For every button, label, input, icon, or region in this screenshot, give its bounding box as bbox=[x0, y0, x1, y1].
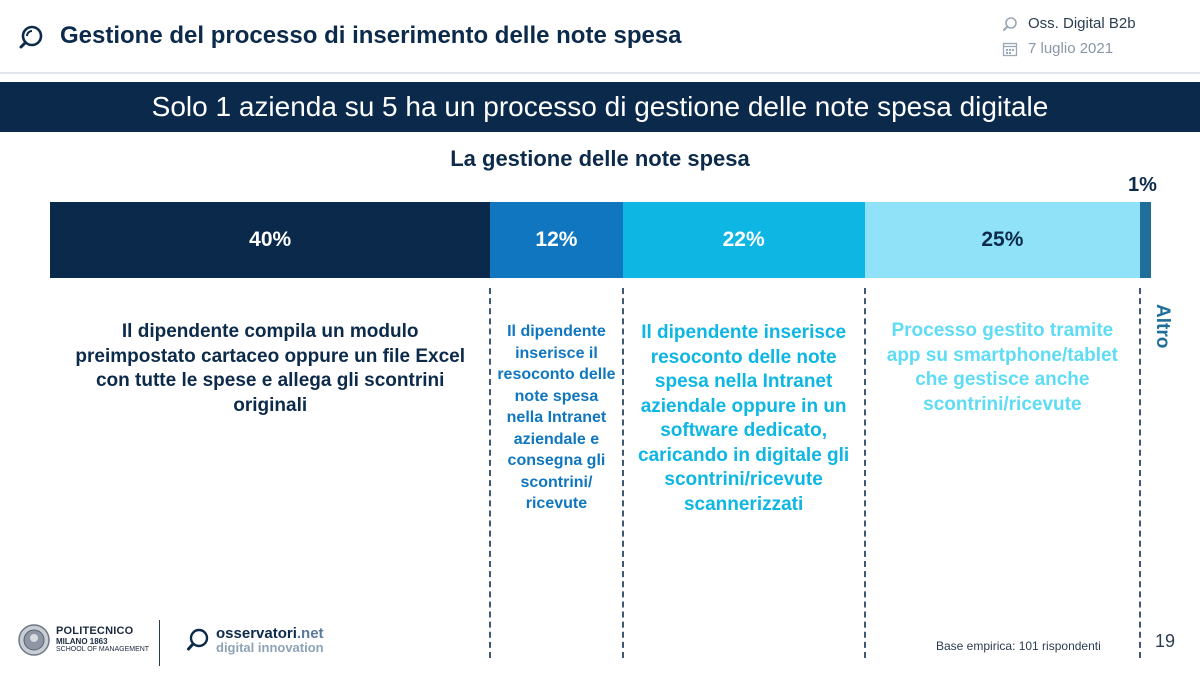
source-row: Oss. Digital B2b bbox=[1002, 15, 1136, 32]
osservatori-tagline: digital innovation bbox=[216, 640, 324, 655]
politecnico-city: MILANO 1863 bbox=[56, 636, 108, 646]
segment-divider-4 bbox=[1138, 288, 1141, 658]
category-description-2: Il dipendente inserisce resoconto delle … bbox=[638, 322, 850, 515]
calendar-icon bbox=[1002, 42, 1018, 56]
bar-segment-0 bbox=[50, 202, 491, 278]
bar-value-label-2: 22% bbox=[722, 228, 765, 251]
magnifier-logo-icon bbox=[19, 25, 43, 49]
bar-segment-3 bbox=[864, 202, 1140, 278]
page-number: 19 bbox=[1155, 631, 1176, 651]
category-description-3: Processo gestito tramite app su smartpho… bbox=[886, 320, 1118, 415]
segment-divider-2 bbox=[621, 288, 624, 658]
category-description-0: Il dipendente compila un modulo preimpos… bbox=[75, 321, 465, 416]
source-label: Oss. Digital B2b bbox=[1028, 15, 1136, 32]
date-row: 7 luglio 2021 bbox=[1002, 40, 1113, 57]
politecnico-name: POLITECNICO bbox=[56, 625, 134, 638]
bar-value-label-1: 12% bbox=[535, 228, 578, 251]
politecnico-school: SCHOOL OF MANAGEMENT bbox=[56, 646, 150, 654]
date-label: 7 luglio 2021 bbox=[1028, 40, 1114, 57]
politecnico-seal-icon bbox=[18, 624, 50, 656]
osservatori-magnifier-icon bbox=[187, 628, 209, 651]
bar-value-label-3: 25% bbox=[981, 228, 1024, 251]
bar-segment-4 bbox=[1139, 202, 1151, 278]
header-divider bbox=[0, 72, 1200, 74]
footer-separator bbox=[159, 620, 160, 666]
page-title: Gestione del processo di inserimento del… bbox=[60, 22, 682, 49]
politecnico-logo: POLITECNICO MILANO 1863 SCHOOL OF MANAGE… bbox=[18, 624, 149, 656]
bar-segment-1 bbox=[490, 202, 623, 278]
segment-divider-1 bbox=[489, 288, 492, 658]
bar-segment-2 bbox=[622, 202, 865, 278]
osservatori-logo: osservatori.net digital innovation bbox=[186, 626, 324, 654]
base-note: Base empirica: 101 rispondenti bbox=[936, 639, 1101, 653]
source-icon bbox=[1003, 16, 1017, 31]
category-description-1: Il dipendente inserisce il resoconto del… bbox=[497, 323, 616, 512]
segment-divider-3 bbox=[863, 288, 866, 658]
headline-banner: Solo 1 azienda su 5 ha un processo di ge… bbox=[0, 82, 1200, 132]
altro-category-label: Altro bbox=[1152, 304, 1173, 349]
osservatori-brand: osservatori.net bbox=[216, 625, 324, 642]
bar-value-label-4: 1% bbox=[1127, 174, 1157, 196]
chart-title: La gestione delle note spesa bbox=[450, 146, 750, 171]
bar-value-label-0: 40% bbox=[249, 228, 292, 251]
